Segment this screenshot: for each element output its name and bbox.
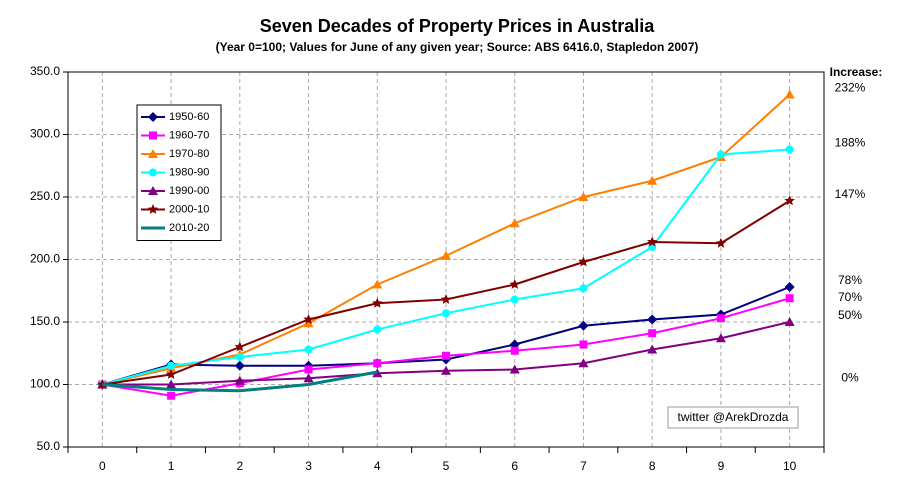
marker	[303, 373, 314, 383]
y-tick-label: 200.0	[30, 252, 60, 266]
x-tick-label: 5	[443, 459, 450, 473]
marker	[149, 131, 157, 140]
x-tick-label: 0	[99, 459, 106, 473]
marker	[715, 237, 727, 248]
marker	[234, 341, 245, 352]
marker	[167, 391, 176, 400]
y-tick-label: 50.0	[37, 439, 61, 453]
x-tick-label: 8	[649, 459, 656, 473]
marker	[510, 346, 519, 355]
marker	[165, 369, 177, 379]
marker	[234, 375, 245, 385]
marker	[148, 149, 158, 158]
legend-label: 1960-70	[169, 129, 209, 141]
y-tick-label: 350.0	[30, 64, 60, 78]
legend-label: 2000-10	[169, 203, 209, 215]
marker	[509, 218, 520, 228]
marker	[647, 175, 658, 185]
marker	[784, 317, 795, 326]
marker	[647, 236, 658, 247]
marker	[372, 279, 383, 289]
marker	[303, 314, 314, 324]
marker	[716, 314, 725, 323]
increase-label: 50%	[838, 308, 862, 322]
marker	[148, 112, 158, 122]
legend-label: 2010-20	[169, 222, 209, 234]
legend-label: 1990-00	[169, 185, 209, 197]
marker	[784, 282, 795, 292]
y-tick-label: 250.0	[30, 189, 60, 203]
marker	[715, 333, 726, 343]
marker	[373, 359, 382, 368]
marker	[785, 145, 794, 154]
increase-label: 78%	[838, 273, 862, 287]
marker	[647, 344, 658, 354]
marker	[578, 192, 589, 201]
marker	[716, 150, 725, 159]
marker	[648, 329, 657, 338]
marker	[148, 186, 158, 195]
x-tick-label: 2	[236, 459, 243, 473]
y-tick-label: 150.0	[30, 314, 60, 328]
marker	[578, 358, 589, 368]
marker	[442, 309, 450, 318]
x-tick-label: 6	[511, 459, 518, 473]
marker	[440, 294, 452, 304]
marker	[235, 353, 244, 361]
x-tick-label: 7	[580, 459, 587, 473]
marker	[372, 297, 383, 308]
plot-frame	[67, 71, 825, 448]
marker	[149, 168, 157, 177]
x-tick-label: 4	[374, 459, 381, 473]
increase-label: 0%	[841, 371, 859, 385]
marker	[97, 379, 108, 389]
marker	[578, 320, 589, 331]
chart-title: Seven Decades of Property Prices in Aust…	[260, 16, 655, 36]
increase-title: Increase:	[830, 65, 883, 79]
marker	[166, 379, 177, 389]
chart-subtitle: (Year 0=100; Values for June of any give…	[216, 40, 699, 54]
y-tick-label: 100.0	[30, 377, 60, 391]
series-line	[102, 370, 378, 393]
marker	[147, 204, 159, 214]
annotation-box	[667, 406, 799, 429]
marker	[304, 365, 313, 374]
y-tick-label: 300.0	[30, 127, 60, 141]
marker	[784, 89, 795, 99]
marker	[578, 256, 589, 267]
x-tick-label: 1	[168, 459, 175, 473]
marker	[509, 279, 520, 289]
marker	[509, 364, 520, 374]
marker	[442, 351, 450, 360]
increase-label: 70%	[838, 290, 862, 304]
legend-label: 1980-90	[169, 166, 209, 178]
increase-label: 232%	[835, 81, 866, 95]
x-tick-label: 9	[718, 459, 725, 473]
marker	[579, 284, 588, 293]
x-tick-label: 10	[783, 459, 797, 473]
marker	[167, 361, 176, 370]
marker	[303, 318, 314, 328]
increase-label: 188%	[835, 136, 866, 150]
x-tick-label: 3	[305, 459, 312, 473]
marker	[784, 195, 795, 206]
marker	[441, 250, 451, 260]
marker	[785, 294, 794, 303]
legend-label: 1950-60	[169, 111, 209, 123]
marker	[579, 340, 588, 349]
increase-label: 147%	[835, 187, 866, 201]
marker	[647, 314, 658, 325]
marker	[304, 345, 313, 354]
marker	[373, 325, 382, 334]
marker	[510, 295, 519, 304]
annotation: twitter @ArekDrozda	[678, 410, 789, 424]
legend-label: 1970-80	[169, 148, 209, 160]
marker	[441, 365, 451, 375]
marker	[234, 360, 245, 371]
